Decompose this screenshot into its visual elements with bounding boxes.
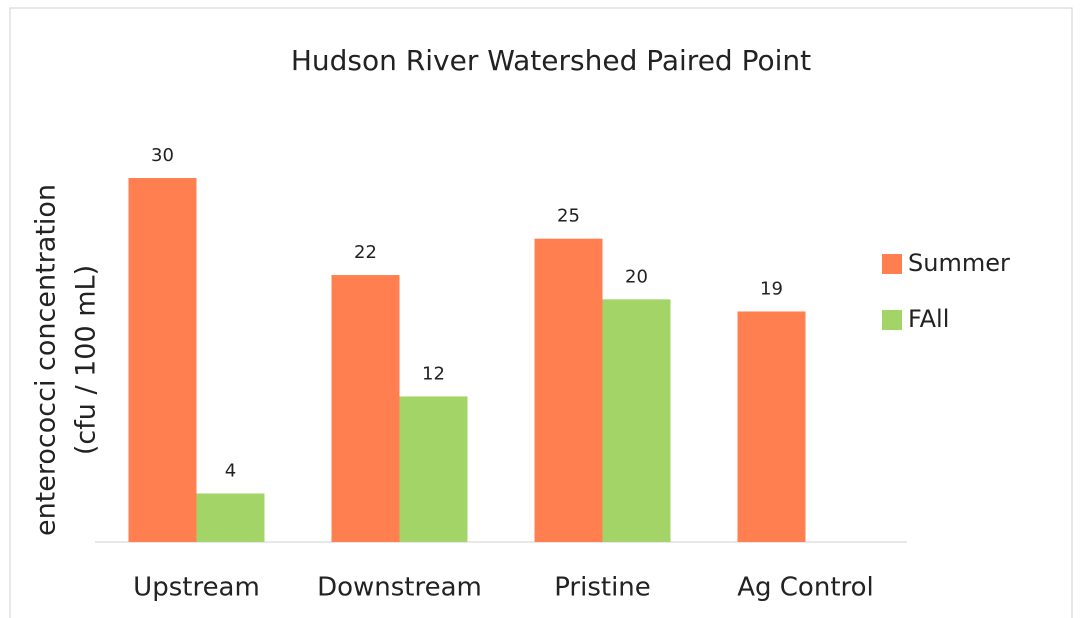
bar	[196, 493, 265, 542]
x-tick-label: Downstream	[317, 573, 482, 603]
x-tick-label: Ag Control	[737, 573, 874, 603]
bar	[399, 396, 468, 542]
bar	[128, 178, 197, 542]
data-label: 25	[557, 206, 580, 227]
legend-swatch	[882, 310, 902, 330]
legend-label: FAll	[908, 305, 949, 333]
x-tick-label: Pristine	[554, 573, 651, 603]
chart-title: Hudson River Watershed Paired Point	[291, 44, 811, 77]
data-label: 30	[151, 145, 174, 166]
data-label: 19	[760, 278, 783, 299]
bar	[737, 311, 806, 542]
y-axis-label: (cfu / 100 mL)	[71, 265, 102, 455]
legend-swatch	[882, 254, 902, 274]
data-label: 20	[625, 266, 648, 287]
y-axis-label: enterococci concentration	[31, 184, 62, 536]
data-label: 4	[225, 460, 236, 481]
data-label: 12	[422, 363, 445, 384]
bar	[331, 275, 400, 542]
data-label: 22	[354, 242, 377, 263]
x-tick-label: Upstream	[133, 573, 260, 603]
bar	[602, 299, 671, 542]
bar	[534, 238, 603, 542]
legend-label: Summer	[908, 249, 1010, 277]
